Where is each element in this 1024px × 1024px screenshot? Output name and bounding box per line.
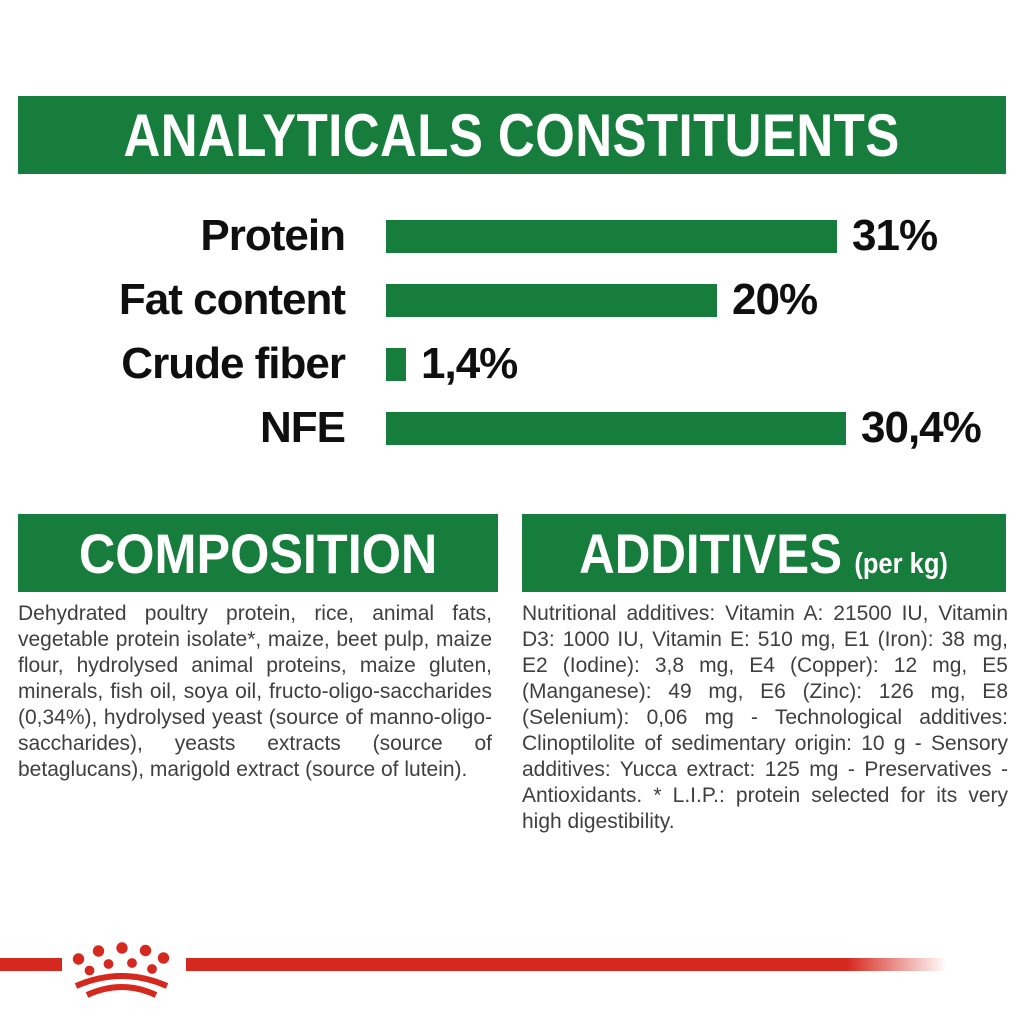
royal-canin-crown-icon — [72, 942, 170, 998]
bar-track: 20% — [386, 275, 818, 325]
bar — [386, 219, 837, 253]
chart-row: Crude fiber 1,4% — [0, 332, 1024, 396]
additives-header-banner: ADDITIVES (per kg) — [522, 514, 1006, 592]
composition-text: Dehydrated poultry protein, rice, animal… — [18, 602, 492, 781]
chart-row: Fat content 20% — [0, 268, 1024, 332]
footer-red-line-right — [186, 958, 954, 971]
bar-value-label: 1,4% — [421, 339, 518, 388]
bar-category-label: NFE — [260, 403, 346, 452]
composition-header-banner: COMPOSITION — [18, 514, 498, 592]
bar — [386, 283, 717, 317]
additives-title: ADDITIVES — [579, 521, 843, 585]
bar-category-label: Fat content — [118, 275, 346, 324]
analytical-constituents-bar-chart: Protein 31% Fat content 20% Crude fiber 1,4% N… — [0, 204, 1024, 460]
additives-per-kg-label: (per kg) — [854, 547, 949, 580]
bar-value-label: 20% — [732, 275, 818, 324]
bar-category-label: Protein — [200, 211, 346, 260]
bar — [386, 411, 846, 445]
analyticals-title: ANALYTICALS CONSTITUENTS — [123, 101, 901, 169]
bar-category-label: Crude fiber — [121, 339, 346, 388]
additives-title-group: ADDITIVES (per kg) — [580, 521, 949, 586]
bar-track: 31% — [386, 211, 938, 261]
footer-red-line-left — [0, 958, 62, 971]
bar-track: 1,4% — [386, 339, 518, 389]
additives-text: Nutritional additives: Vitamin A: 21500 … — [522, 602, 1008, 833]
chart-row: Protein 31% — [0, 204, 1024, 268]
composition-title: COMPOSITION — [78, 521, 438, 585]
bar — [386, 347, 406, 381]
analyticals-header-banner: ANALYTICALS CONSTITUENTS — [18, 96, 1006, 174]
bar-track: 30,4% — [386, 403, 982, 453]
bar-value-label: 31% — [852, 211, 938, 260]
bar-value-label: 30,4% — [861, 403, 982, 452]
chart-row: NFE 30,4% — [0, 396, 1024, 460]
